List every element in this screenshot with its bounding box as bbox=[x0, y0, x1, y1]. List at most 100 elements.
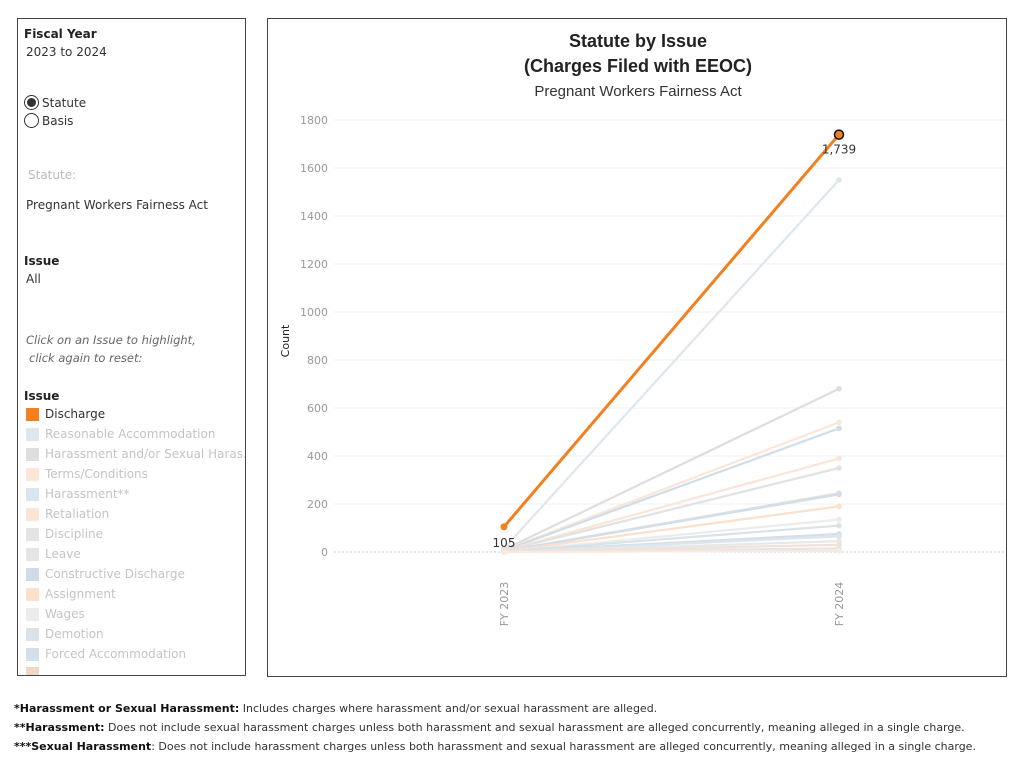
y-tick-label: 0 bbox=[321, 546, 328, 559]
legend-swatch bbox=[26, 407, 39, 421]
legend-label: Discipline bbox=[45, 527, 104, 541]
series-point bbox=[836, 465, 842, 471]
y-tick-label: 200 bbox=[307, 498, 328, 511]
legend-label: Leave bbox=[45, 547, 81, 561]
legend-item[interactable]: Discharge bbox=[26, 407, 105, 421]
legend-title: Issue bbox=[24, 389, 60, 403]
radio-basis[interactable]: Basis bbox=[24, 113, 73, 128]
radio-statute-label: Statute bbox=[42, 95, 87, 110]
legend-item[interactable]: Terms/Conditions bbox=[26, 467, 148, 481]
legend-swatch bbox=[26, 587, 39, 601]
footnote-2: **Harassment: Does not include sexual ha… bbox=[14, 721, 965, 734]
legend-swatch bbox=[26, 567, 39, 581]
series-point bbox=[836, 455, 842, 462]
series-point bbox=[836, 491, 842, 498]
x-tick-label: FY 2023 bbox=[498, 582, 511, 627]
footnote-3: ***Sexual Harassment: Does not include h… bbox=[14, 740, 976, 753]
highlight-hint-line2: click again to reset: bbox=[29, 351, 143, 365]
legend-label: Retaliation bbox=[45, 507, 110, 521]
legend-item[interactable]: Constructive Discharge bbox=[26, 567, 185, 581]
statute-value[interactable]: Pregnant Workers Fairness Act bbox=[26, 198, 208, 212]
legend-label: Harassment and/or Sexual Haras.. bbox=[45, 447, 246, 461]
legend-item[interactable]: Discipline bbox=[26, 527, 103, 541]
chart-subtitle: (Charges Filed with EEOC) bbox=[524, 56, 752, 76]
footnote-1: *Harassment or Sexual Harassment: Includ… bbox=[14, 702, 658, 715]
y-tick-label: 400 bbox=[307, 450, 328, 463]
series-line bbox=[503, 524, 840, 553]
background-series bbox=[501, 177, 842, 555]
series-line bbox=[503, 179, 840, 550]
x-tick-label: FY 2024 bbox=[833, 582, 846, 627]
series-point bbox=[501, 549, 507, 555]
footnotes: *Harassment or Sexual Harassment: Includ… bbox=[14, 699, 976, 756]
legend-label: Assignment bbox=[45, 587, 116, 601]
legend-swatch bbox=[26, 607, 39, 621]
line-chart: Statute by Issue (Charges Filed with EEO… bbox=[279, 31, 1006, 627]
series-line bbox=[503, 466, 840, 552]
series-point bbox=[836, 522, 842, 529]
series-line bbox=[503, 457, 840, 552]
y-tick-label: 800 bbox=[307, 354, 328, 367]
legend-item[interactable]: Leave bbox=[26, 547, 81, 561]
legend-swatch bbox=[26, 647, 39, 661]
legend-item[interactable]: Wages bbox=[26, 607, 85, 621]
issue-filter-label: Issue bbox=[24, 254, 60, 268]
series-line bbox=[503, 387, 840, 551]
series-point bbox=[836, 533, 842, 540]
legend-label: Discharge bbox=[45, 407, 106, 421]
chart-frame: Statute by Issue (Charges Filed with EEO… bbox=[267, 18, 1007, 677]
series-point bbox=[836, 425, 842, 432]
legend-item[interactable]: Forced Accommodation bbox=[26, 647, 186, 661]
legend-swatch bbox=[26, 447, 39, 461]
series-line bbox=[503, 505, 840, 553]
discharge-line bbox=[502, 133, 841, 528]
legend-item[interactable]: Harassment** bbox=[26, 487, 130, 501]
y-tick-label: 1200 bbox=[300, 258, 328, 271]
y-tick-label: 1600 bbox=[300, 162, 328, 175]
legend-item[interactable]: Demotion bbox=[26, 627, 104, 641]
y-axis-label: Count bbox=[279, 324, 292, 357]
radio-statute[interactable]: Statute bbox=[24, 95, 86, 110]
discharge-point-2023 bbox=[500, 523, 508, 531]
series-line bbox=[503, 427, 840, 552]
legend-swatch bbox=[26, 547, 39, 561]
y-tick-label: 600 bbox=[307, 402, 328, 415]
statute-label: Statute: bbox=[28, 168, 77, 182]
y-tick-label: 1000 bbox=[300, 306, 328, 319]
highlight-hint-line1: Click on an Issue to highlight, bbox=[26, 333, 196, 347]
series-line bbox=[503, 421, 840, 552]
series-point bbox=[836, 516, 842, 523]
legend-item[interactable]: Retaliation bbox=[26, 507, 109, 521]
background-series-line bbox=[501, 177, 842, 552]
legend-item[interactable]: Assignment bbox=[26, 587, 116, 601]
discharge-point-2024 bbox=[833, 129, 845, 140]
radio-basis-label: Basis bbox=[42, 113, 74, 128]
issue-filter-value[interactable]: All bbox=[26, 272, 41, 286]
fiscal-year-label: Fiscal Year bbox=[24, 27, 97, 41]
y-tick-labels: 0 200 400 600 800 1000 1200 1400 1600 1800 bbox=[300, 114, 328, 559]
background-series-line bbox=[501, 548, 842, 555]
data-label-2023: 105 bbox=[493, 536, 516, 550]
legend-swatch bbox=[26, 467, 39, 481]
legend-swatch bbox=[26, 427, 39, 441]
x-tick-labels: FY 2023 FY 2024 bbox=[498, 582, 846, 627]
radio-selected-icon bbox=[24, 95, 39, 110]
radio-unselected-icon bbox=[24, 113, 39, 128]
fiscal-year-value[interactable]: 2023 to 2024 bbox=[26, 45, 107, 59]
legend-swatch bbox=[26, 527, 39, 541]
data-label-2024: 1,739 bbox=[822, 143, 856, 157]
legend-item[interactable]: Reasonable Accommodation bbox=[26, 427, 215, 441]
y-tick-label: 1400 bbox=[300, 210, 328, 223]
background-series-line bbox=[501, 425, 842, 554]
chart-title: Statute by Issue bbox=[569, 31, 707, 51]
highlight-series: 105 1,739 bbox=[493, 129, 856, 550]
series-point bbox=[836, 177, 842, 183]
legend-swatch bbox=[26, 507, 39, 521]
series-point bbox=[836, 503, 842, 510]
legend-item[interactable]: Harassment and/or Sexual Haras.. bbox=[26, 447, 246, 461]
background-series-line bbox=[501, 465, 842, 554]
legend-label: Wages bbox=[45, 607, 85, 621]
series-line bbox=[503, 493, 840, 553]
legend-label: Demotion bbox=[45, 627, 104, 641]
series-point bbox=[836, 386, 842, 392]
